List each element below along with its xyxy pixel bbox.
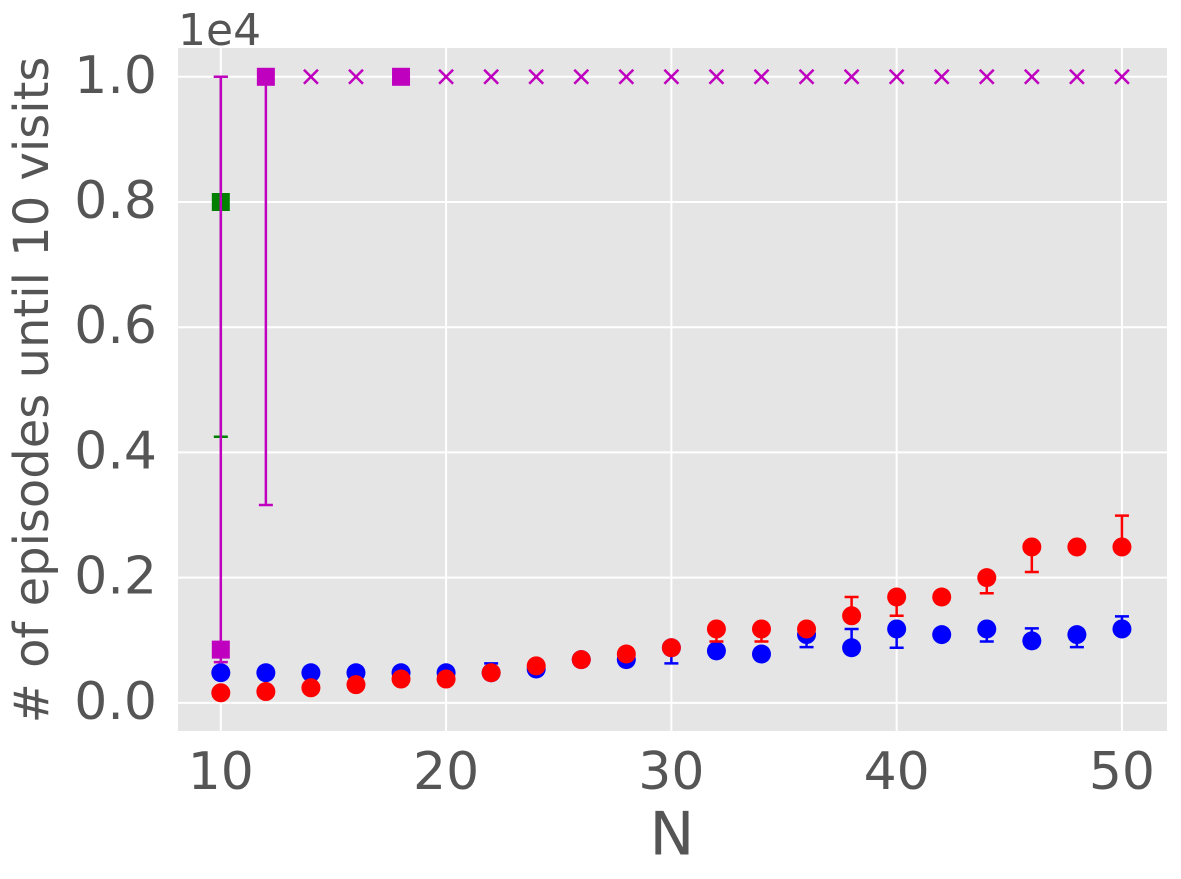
y-tick-label: 0.0 [74, 672, 157, 732]
point [751, 644, 771, 664]
y-tick-label: 0.6 [74, 296, 157, 356]
point [256, 682, 276, 702]
point [888, 68, 905, 85]
point [1067, 625, 1087, 645]
point [1022, 631, 1042, 651]
point [1112, 537, 1132, 557]
point [616, 644, 636, 664]
x-tick-label: 10 [188, 742, 254, 802]
point [1069, 68, 1085, 85]
point [348, 68, 364, 85]
point [256, 663, 276, 683]
point [663, 68, 680, 85]
point [571, 650, 591, 670]
point [211, 640, 230, 659]
point [842, 606, 862, 626]
point [346, 675, 366, 695]
point [481, 663, 501, 683]
point [1022, 537, 1042, 557]
point [842, 638, 862, 658]
point [528, 68, 545, 85]
y-offset-label: 1e4 [178, 5, 261, 56]
point [391, 669, 411, 689]
point [843, 68, 860, 85]
point [753, 68, 770, 85]
point [798, 68, 815, 85]
point [933, 68, 950, 85]
point [483, 68, 500, 85]
point [301, 663, 321, 683]
point [932, 587, 952, 607]
point [211, 683, 231, 703]
point [978, 68, 995, 85]
point [573, 68, 590, 85]
point [708, 68, 725, 85]
point [977, 568, 997, 588]
point [751, 619, 771, 639]
x-tick-label: 50 [1089, 742, 1155, 802]
point [303, 68, 319, 85]
point [706, 619, 726, 639]
error-bar [213, 75, 228, 664]
point [887, 587, 907, 607]
point [977, 619, 997, 639]
x-axis-label: N [650, 800, 695, 870]
y-tick-label: 0.8 [74, 171, 157, 231]
point [661, 638, 681, 658]
plot-area [178, 48, 1167, 731]
y-tick-label: 1.0 [74, 46, 157, 106]
y-tick-label: 0.2 [74, 547, 157, 607]
point [1023, 68, 1040, 85]
point [797, 619, 817, 639]
point [438, 68, 454, 85]
point [436, 669, 456, 689]
point [392, 67, 411, 86]
point [706, 641, 726, 661]
point [887, 619, 907, 639]
point [1067, 537, 1087, 557]
point [211, 663, 231, 683]
x-tick-label: 20 [413, 742, 479, 802]
point [256, 67, 275, 86]
y-tick-label: 0.4 [74, 421, 157, 481]
x-tick-label: 30 [638, 742, 704, 802]
point [301, 678, 321, 698]
point [932, 625, 952, 645]
x-tick-label: 40 [864, 742, 930, 802]
point [1112, 619, 1132, 639]
point [618, 68, 635, 85]
y-axis-label: # of episodes until 10 visits [4, 57, 60, 724]
point [1114, 68, 1130, 85]
point [526, 656, 546, 676]
